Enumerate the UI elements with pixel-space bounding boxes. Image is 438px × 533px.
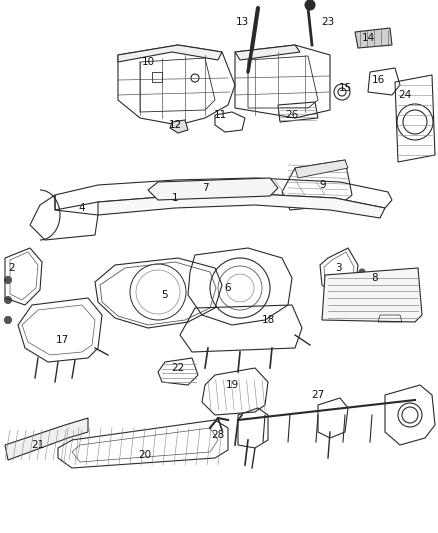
Text: 3: 3 (335, 263, 341, 273)
Text: 11: 11 (213, 110, 226, 120)
Polygon shape (170, 120, 188, 133)
Text: 5: 5 (162, 290, 168, 300)
Text: 7: 7 (201, 183, 208, 193)
Text: 13: 13 (235, 17, 249, 27)
Text: 8: 8 (372, 273, 378, 283)
Text: 1: 1 (172, 193, 178, 203)
Text: 21: 21 (32, 440, 45, 450)
Text: 19: 19 (226, 380, 239, 390)
Text: 28: 28 (212, 430, 225, 440)
Text: 10: 10 (141, 57, 155, 67)
Text: 14: 14 (361, 33, 374, 43)
Polygon shape (5, 418, 88, 460)
Text: 16: 16 (371, 75, 385, 85)
Polygon shape (235, 45, 300, 60)
Text: 15: 15 (339, 83, 352, 93)
Text: 18: 18 (261, 315, 275, 325)
Polygon shape (148, 178, 278, 200)
Text: 6: 6 (225, 283, 231, 293)
Text: 4: 4 (79, 203, 85, 213)
Circle shape (359, 289, 365, 295)
Polygon shape (118, 45, 222, 62)
Circle shape (4, 277, 11, 284)
Polygon shape (98, 194, 385, 218)
Text: 17: 17 (55, 335, 69, 345)
Polygon shape (295, 160, 348, 178)
Circle shape (4, 317, 11, 324)
Text: 26: 26 (286, 110, 299, 120)
Text: 23: 23 (321, 17, 335, 27)
Polygon shape (322, 268, 422, 322)
Text: 9: 9 (320, 180, 326, 190)
Circle shape (359, 269, 365, 275)
Text: 24: 24 (399, 90, 412, 100)
Text: 2: 2 (9, 263, 15, 273)
Text: 27: 27 (311, 390, 325, 400)
Circle shape (4, 296, 11, 303)
Text: 22: 22 (171, 363, 185, 373)
Text: 20: 20 (138, 450, 152, 460)
Text: 12: 12 (168, 120, 182, 130)
Polygon shape (355, 28, 392, 48)
Circle shape (305, 0, 315, 10)
